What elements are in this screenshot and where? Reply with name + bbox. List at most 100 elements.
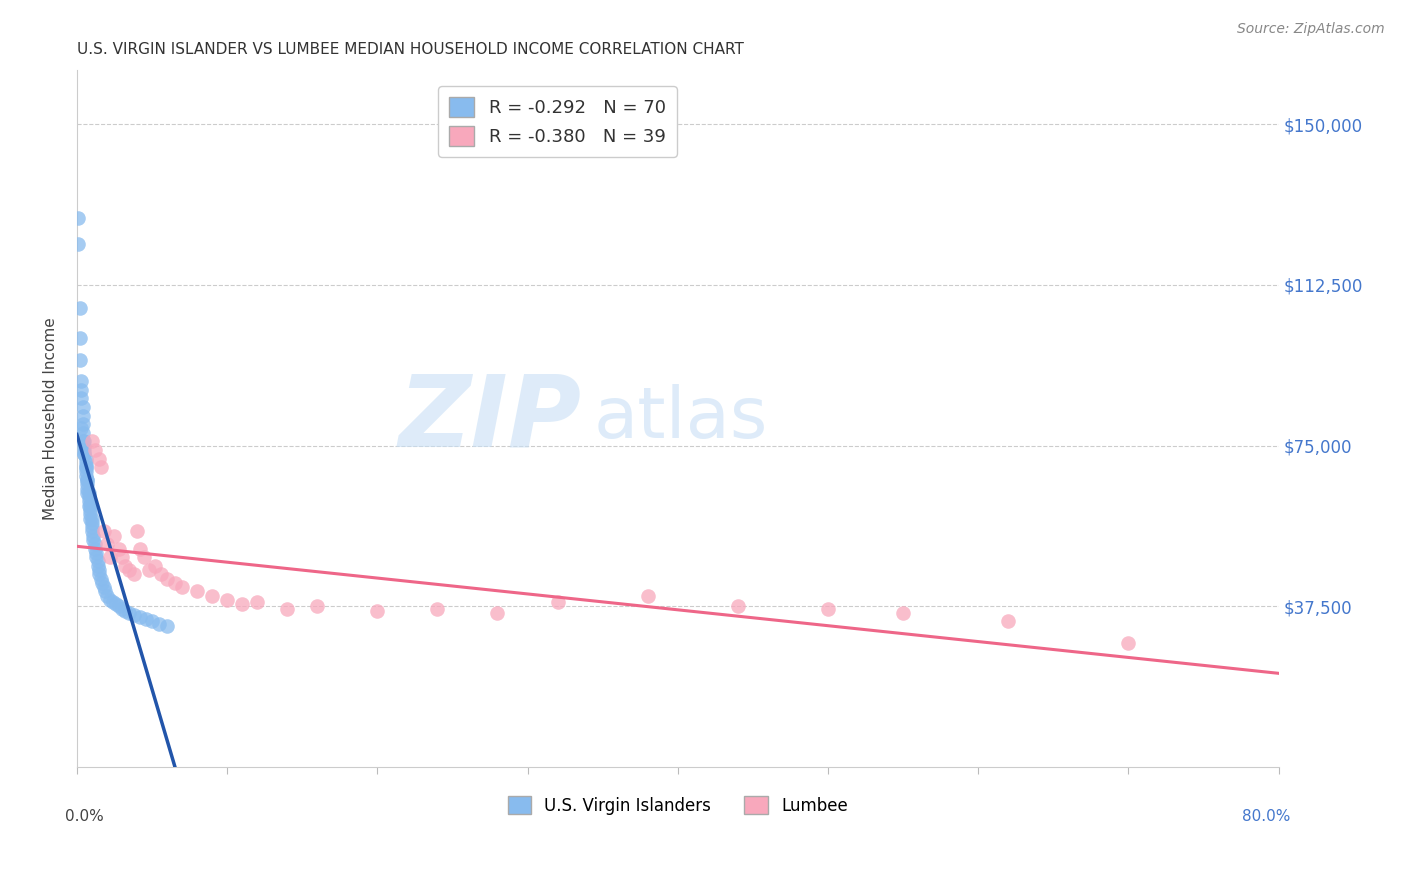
Point (67, 237, 90, 252)
Point (70, 374, 93, 388)
Point (73, 447, 96, 461)
Point (1118, 636, 1140, 650)
Point (138, 563, 160, 577)
Point (141, 615, 163, 629)
Point (70, 392, 93, 406)
Point (89, 567, 111, 582)
Point (80, 434, 103, 449)
Point (150, 567, 173, 582)
Point (101, 595, 124, 609)
Point (148, 616, 170, 631)
Point (486, 606, 509, 620)
Point (72, 434, 94, 449)
Text: Source: ZipAtlas.com: Source: ZipAtlas.com (1237, 22, 1385, 37)
Point (125, 524, 148, 539)
Point (817, 601, 839, 615)
Point (111, 550, 134, 565)
Point (67, 211, 90, 226)
Point (93, 524, 115, 539)
Point (134, 550, 156, 565)
Point (73, 434, 96, 449)
Point (997, 615, 1019, 629)
Point (96, 537, 118, 551)
Point (426, 601, 449, 615)
Point (118, 606, 141, 620)
Point (891, 606, 914, 620)
Point (98, 593, 121, 607)
Point (122, 567, 145, 582)
Point (77, 485, 100, 500)
Point (69, 352, 91, 367)
Point (122, 608, 145, 623)
Point (96, 589, 118, 603)
Point (217, 593, 239, 607)
Point (93, 580, 115, 594)
Point (75, 468, 97, 483)
Point (70, 421, 93, 435)
Point (366, 604, 388, 618)
Point (76, 477, 98, 491)
Point (87, 554, 110, 568)
Point (73, 447, 96, 461)
Point (186, 584, 208, 599)
Point (79, 511, 101, 525)
Point (89, 563, 111, 577)
Point (72, 400, 94, 414)
Point (73, 442, 96, 457)
Point (83, 442, 105, 457)
Text: 80.0%: 80.0% (1243, 809, 1291, 824)
Point (201, 589, 224, 603)
Point (90, 460, 112, 475)
Point (727, 599, 749, 614)
Point (82, 529, 104, 543)
Point (80, 511, 103, 525)
Point (76, 485, 98, 500)
Point (307, 599, 329, 614)
Point (91, 575, 114, 590)
Point (76, 473, 98, 487)
Point (156, 572, 179, 586)
Point (129, 541, 152, 556)
Point (143, 558, 166, 573)
Point (98, 550, 121, 565)
Point (69, 331, 91, 345)
Point (94, 584, 117, 599)
Point (77, 494, 100, 508)
Point (80, 524, 103, 539)
Point (76, 482, 98, 496)
Point (75, 464, 97, 478)
Point (76, 473, 98, 487)
Point (103, 529, 125, 543)
Point (108, 599, 131, 614)
Point (90, 572, 112, 586)
Point (86, 550, 108, 565)
Point (72, 425, 94, 440)
Text: 0.0%: 0.0% (65, 809, 104, 824)
Point (231, 597, 253, 611)
Point (87, 558, 110, 573)
Point (129, 610, 152, 624)
Point (80, 516, 103, 530)
Point (156, 619, 179, 633)
Point (72, 417, 94, 432)
Point (170, 580, 193, 594)
Point (70, 383, 93, 397)
Point (118, 563, 141, 577)
Point (83, 537, 105, 551)
Point (75, 456, 97, 470)
Point (83, 541, 105, 556)
Point (111, 601, 134, 615)
Text: atlas: atlas (593, 384, 768, 453)
Point (637, 589, 659, 603)
Point (79, 503, 101, 517)
Point (82, 533, 104, 547)
Point (163, 575, 186, 590)
Point (114, 604, 136, 618)
Y-axis label: Median Household Income: Median Household Income (44, 318, 58, 520)
Text: ZIP: ZIP (399, 370, 582, 467)
Point (79, 499, 101, 513)
Point (75, 460, 97, 475)
Point (75, 451, 97, 466)
Point (72, 409, 94, 423)
Point (80, 520, 103, 534)
